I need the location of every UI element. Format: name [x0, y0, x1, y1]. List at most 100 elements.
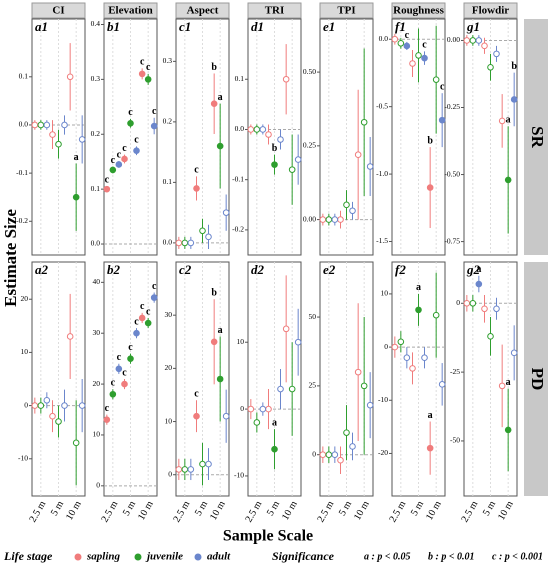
significance-label: a: [416, 282, 421, 293]
y-tick-label: 0.00: [447, 35, 460, 44]
point: [127, 119, 134, 127]
point: [498, 117, 506, 125]
significance-label: a: [218, 92, 223, 103]
y-tick-label: 10: [93, 430, 101, 439]
point: [510, 96, 518, 103]
point: [133, 147, 140, 155]
point: [144, 76, 152, 83]
point: [199, 227, 206, 235]
point: [409, 365, 416, 372]
significance-label: b: [272, 143, 278, 154]
point: [247, 126, 255, 133]
y-tick-label: 0: [96, 481, 100, 490]
x-tick-label: 2.5 m: [244, 499, 265, 524]
y-tick-label: 25: [309, 381, 317, 390]
significance-label: b: [211, 62, 217, 73]
point: [403, 42, 411, 50]
y-tick-label: -0.2: [16, 216, 28, 225]
point: [216, 142, 224, 150]
row-strip: [524, 262, 548, 496]
x-tick-label: 2.5 m: [172, 499, 193, 524]
y-tick-label: 0: [312, 449, 316, 458]
significance-label: c: [146, 306, 151, 317]
point: [43, 396, 51, 404]
x-tick-label: 10 m: [352, 499, 372, 522]
x-tick-label: 10 m: [280, 499, 300, 522]
point: [504, 426, 512, 434]
point: [360, 118, 368, 126]
point: [354, 151, 362, 158]
point: [61, 121, 68, 129]
significance-label: a: [272, 417, 277, 428]
panel-label: c2: [179, 262, 192, 277]
x-tick-label: 5 m: [337, 499, 354, 518]
point: [331, 451, 339, 459]
point: [403, 354, 411, 362]
point: [78, 402, 86, 409]
point: [61, 402, 68, 409]
y-tick-label: 0: [384, 342, 388, 351]
point: [415, 306, 422, 314]
point: [253, 126, 261, 133]
point: [259, 405, 267, 413]
panel-label: b2: [107, 262, 121, 277]
column-strip-label: Elevation: [108, 5, 153, 17]
point: [343, 201, 350, 209]
y-tick-label: 0: [24, 400, 28, 409]
column-strip: [391, 2, 446, 19]
significance-label: c: [140, 301, 145, 312]
y-tick-label: -10: [378, 395, 388, 404]
x-tick-label: 5 m: [265, 499, 282, 518]
significance-title: Significance: [272, 549, 335, 563]
point: [31, 402, 39, 409]
point: [138, 70, 146, 78]
significance-label: c: [117, 352, 122, 363]
significance-label: a: [476, 264, 481, 275]
significance-label: c: [194, 389, 199, 400]
column-strip-label: CI: [52, 5, 64, 17]
y-tick-label: 40: [93, 277, 101, 286]
point: [294, 156, 302, 163]
point: [498, 382, 506, 390]
point: [469, 37, 477, 44]
significance-label: c: [152, 281, 157, 292]
y-tick-label: 20: [165, 363, 173, 372]
significance-label: c: [122, 367, 127, 378]
point: [493, 305, 500, 313]
y-tick-label: 0.0: [91, 239, 101, 248]
significance-label: a: [506, 115, 511, 126]
point: [438, 381, 446, 388]
y-tick-label: 0.1: [163, 177, 173, 186]
significance-label: b: [511, 61, 517, 72]
point: [43, 121, 51, 129]
point: [487, 63, 494, 71]
point: [481, 42, 488, 50]
y-tick-label: -0.50: [444, 169, 460, 178]
point: [282, 325, 290, 333]
column-strip: [319, 2, 374, 19]
significance-label: c: [134, 135, 139, 146]
point: [277, 136, 284, 143]
legend-marker: [134, 553, 142, 561]
significance-label: c: [117, 149, 122, 160]
column-strip: [247, 2, 302, 19]
x-axis-label: Sample Scale: [223, 528, 313, 545]
point: [282, 75, 290, 83]
significance-label: c: [111, 377, 116, 388]
panel-label: g2: [466, 262, 481, 277]
y-tick-label: 0.2: [163, 117, 173, 126]
y-tick-label: -25: [450, 367, 460, 376]
significance-label: c: [194, 165, 199, 176]
significance-label: c: [111, 155, 116, 166]
column-strip-label: Aspect: [187, 5, 219, 17]
point: [366, 163, 374, 170]
panel-label: d1: [251, 19, 264, 34]
legend-label: juvenile: [145, 551, 183, 563]
y-axis-label: Estimate Size: [1, 209, 20, 307]
point: [109, 390, 117, 398]
y-tick-label: -1.0: [376, 169, 388, 178]
y-tick-label: 0.0: [163, 238, 173, 247]
point: [72, 193, 80, 201]
point: [475, 37, 483, 44]
